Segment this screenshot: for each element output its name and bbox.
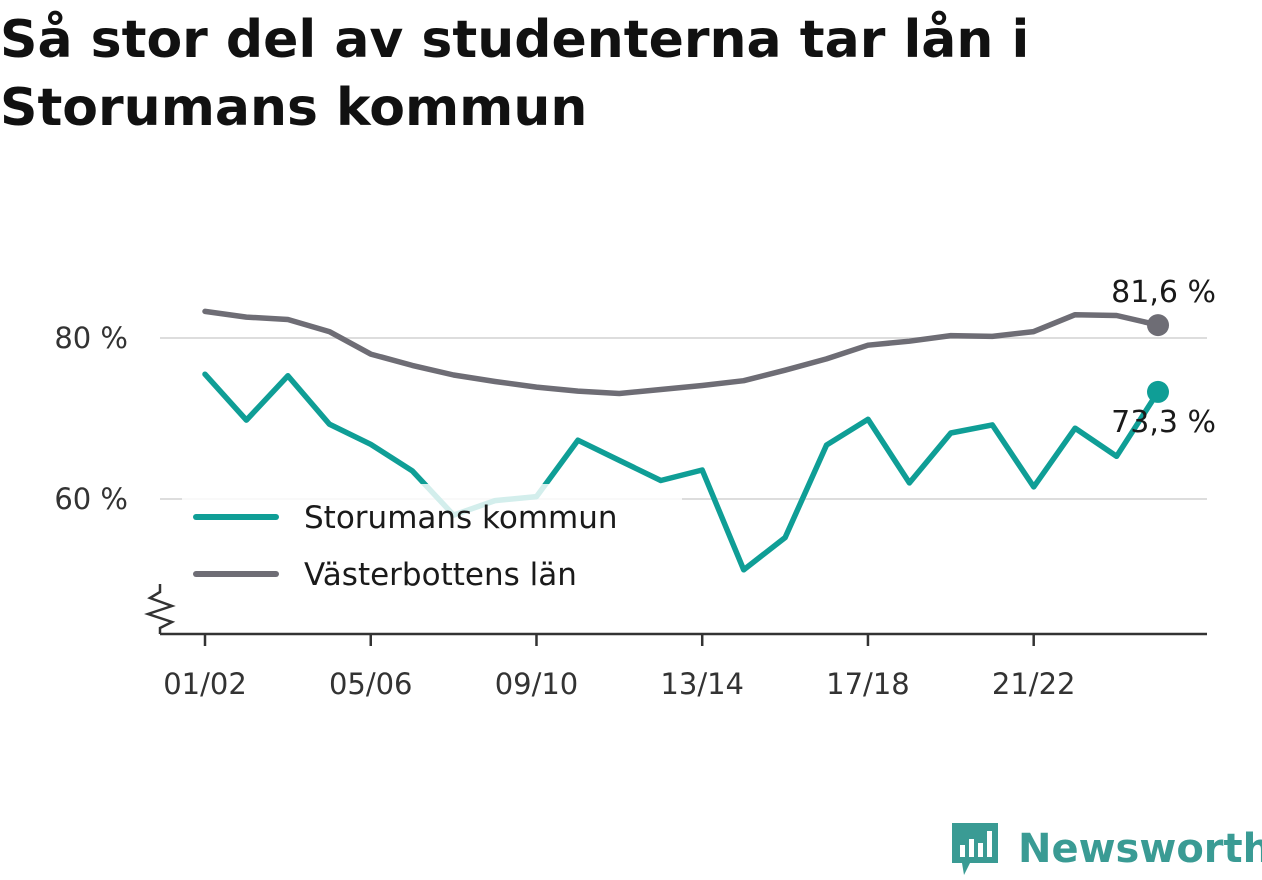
x-tick-label: 09/10 [495,667,579,701]
y-tick-label: 80 % [54,321,128,355]
x-tick-label: 05/06 [329,667,413,701]
x-tick-label: 13/14 [660,667,744,701]
legend: Storumans kommun Västerbottens län [182,484,682,608]
x-tick-label: 21/22 [992,667,1076,701]
newsworthy-logo-icon [952,823,998,875]
x-tick-label: 01/02 [163,667,247,701]
legend-label: Västerbottens län [304,557,577,593]
x-tick-label: 17/18 [826,667,910,701]
series-end-label: 73,3 % [1111,405,1216,440]
series-line [202,371,1161,573]
end-labels: 73,3 % 81,6 % [1111,275,1216,440]
series-end-point [1147,314,1169,337]
y-tick-label: 60 % [54,482,128,516]
chart-title: Så stor del av studenterna tar lån i Sto… [0,10,1030,138]
series-end-label: 81,6 % [1111,275,1216,310]
legend-background [182,484,682,608]
axis-break [144,584,176,634]
x-axis-ticks: 01/02 05/06 09/10 13/14 17/18 21/22 [163,634,1075,701]
y-axis-ticks: 60 % 80 % [54,321,128,516]
newsworthy-logo: Newsworthy [950,818,1262,880]
series-line [202,308,1161,397]
brand-name: Newsworthy [1018,826,1262,872]
legend-label: Storumans kommun [304,500,618,536]
series-end-point [1147,380,1169,403]
series-lines [202,308,1169,573]
